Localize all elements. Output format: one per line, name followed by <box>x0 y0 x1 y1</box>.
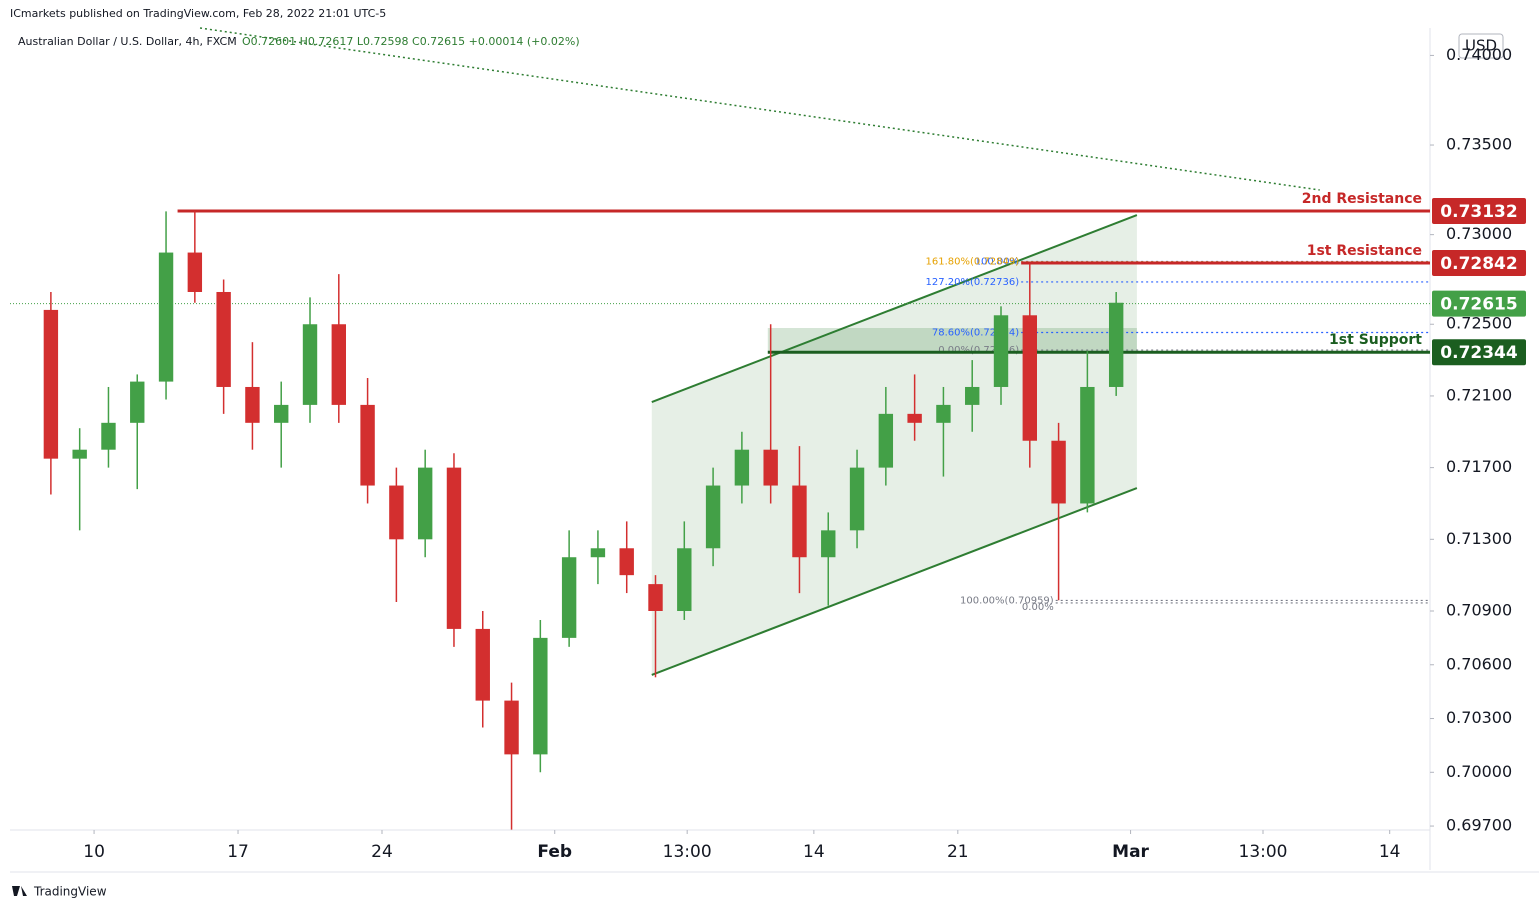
channel-fill <box>651 215 1137 675</box>
candle-body <box>43 309 59 459</box>
candle-body <box>417 467 433 540</box>
candle-body <box>101 422 116 450</box>
fib-label: 78.60%(0.72454) <box>932 327 1019 338</box>
x-tick-label: 14 <box>803 842 825 862</box>
x-tick-label: 13:00 <box>663 842 712 862</box>
candle-body <box>245 386 260 423</box>
currency-badge[interactable] <box>1458 33 1504 59</box>
candle-body <box>130 381 145 423</box>
y-tick-label: 0.71700 <box>1446 457 1512 476</box>
x-tick-label: 21 <box>947 842 969 862</box>
y-tick-label: 0.72100 <box>1446 385 1512 404</box>
candle-body <box>274 404 289 423</box>
fib-label: 0.00% <box>1022 602 1054 613</box>
level-name: 1st Support <box>1329 332 1422 348</box>
fib-label: 100.00% <box>975 257 1020 268</box>
candle-body <box>331 324 346 405</box>
candle-body <box>648 584 663 611</box>
header: ICmarkets published on TradingView.com, … <box>10 7 386 20</box>
fib-label: 0.00%(0.72356) <box>938 345 1019 356</box>
price-box-label: 0.72615 <box>1440 295 1517 315</box>
candle-body <box>302 324 318 405</box>
candle-body <box>763 449 778 486</box>
x-tick-label: Feb <box>537 842 572 862</box>
x-tick-label: 17 <box>227 842 249 862</box>
x-tick-label: 14 <box>1379 842 1401 862</box>
y-tick-label: 0.74000 <box>1446 45 1512 64</box>
price-box-label: 0.72842 <box>1440 254 1517 274</box>
candle-body <box>1108 302 1124 387</box>
trendline <box>199 27 1320 191</box>
candle-body <box>561 557 577 638</box>
candle-body <box>993 315 1009 387</box>
candle-body <box>158 252 174 382</box>
candle-body <box>619 548 634 576</box>
y-tick-label: 0.70600 <box>1446 654 1512 673</box>
currency-label: USD <box>1465 37 1497 55</box>
candle-body <box>389 485 404 540</box>
candle-body <box>849 467 865 531</box>
candle-body <box>677 548 692 611</box>
x-tick-label: 24 <box>371 842 393 862</box>
fib-label: 100.00%(0.70959) <box>960 595 1054 606</box>
candle-body <box>187 252 203 292</box>
candle-body <box>1080 386 1095 504</box>
candle-body <box>216 291 231 387</box>
y-tick-label: 0.69700 <box>1446 816 1512 835</box>
price-box <box>1432 249 1526 276</box>
candle-body <box>965 386 980 405</box>
channel-line <box>651 487 1138 676</box>
candle-body <box>72 449 87 459</box>
ohlc-text: O0.72601 H0.72617 L0.72598 C0.72615 +0.0… <box>242 35 580 48</box>
candle-body <box>792 485 807 558</box>
price-box-label: 0.73132 <box>1440 202 1517 222</box>
support-zone <box>767 328 1137 353</box>
x-tick-label: 13:00 <box>1239 842 1288 862</box>
fib-label: 127.20%(0.72736) <box>926 277 1020 288</box>
channel-line <box>651 214 1138 403</box>
y-tick-label: 0.70300 <box>1446 708 1512 727</box>
symbol-title: Australian Dollar / U.S. Dollar, 4h, FXC… <box>18 35 237 48</box>
candle-body <box>446 467 462 629</box>
y-tick-label: 0.71300 <box>1446 529 1512 548</box>
candle-body <box>936 404 951 423</box>
candle-body <box>1051 440 1066 504</box>
x-tick-label: Mar <box>1112 842 1149 862</box>
level-name: 2nd Resistance <box>1302 191 1422 207</box>
candle-body <box>475 628 490 701</box>
price-box-label: 0.72344 <box>1440 343 1518 363</box>
price-box <box>1432 197 1526 224</box>
candle-body <box>878 413 894 468</box>
candle-body <box>533 637 548 755</box>
candle-body <box>504 700 519 755</box>
footer: TradingView <box>33 885 107 899</box>
candle-body <box>821 530 836 558</box>
y-tick-label: 0.70000 <box>1446 762 1512 781</box>
price-box <box>1432 339 1526 366</box>
candle-body <box>907 413 922 423</box>
price-box <box>1432 290 1526 317</box>
y-tick-label: 0.73000 <box>1446 224 1512 243</box>
y-tick-label: 0.72500 <box>1446 314 1512 333</box>
candle-body <box>360 404 375 486</box>
logo-icon <box>12 886 27 896</box>
x-tick-label: 10 <box>83 842 105 862</box>
candle-body <box>590 548 606 558</box>
y-tick-label: 0.70900 <box>1446 600 1512 619</box>
candle-body <box>705 485 721 549</box>
y-tick-label: 0.73500 <box>1446 135 1512 154</box>
candle-body <box>1022 315 1037 441</box>
level-name: 1st Resistance <box>1307 243 1422 259</box>
candle-body <box>734 449 750 486</box>
fib-label: 161.80%(0.72849) <box>926 257 1020 268</box>
